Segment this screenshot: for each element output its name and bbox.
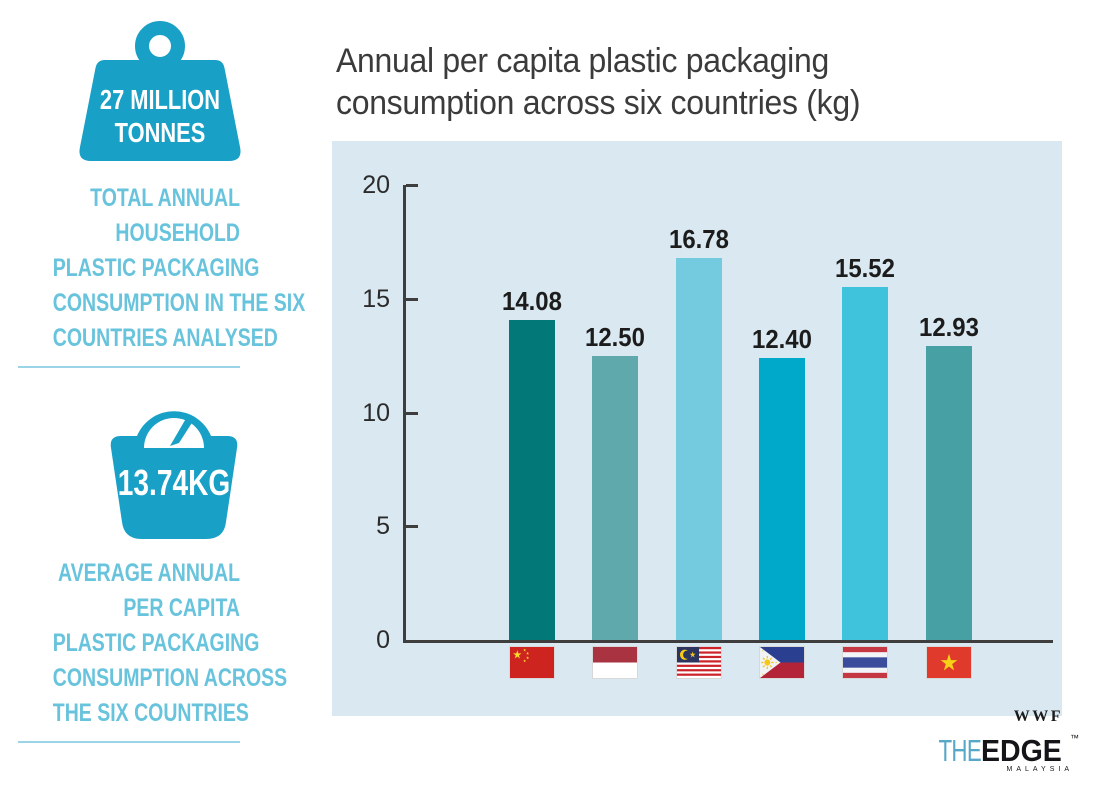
- y-tick-label: 5: [376, 512, 390, 541]
- bar-value-philippines: 12.40: [752, 323, 812, 354]
- flag-malaysia-icon: [675, 646, 722, 679]
- y-tick-label: 0: [376, 626, 390, 654]
- weight-icon: [79, 21, 241, 161]
- bar-value-china: 14.08: [502, 285, 562, 316]
- flag-thailand-icon: [842, 646, 889, 679]
- stat-average-caption: AVERAGE ANNUAL PER CAPITA PLASTIC PACKAG…: [52, 556, 288, 731]
- chart-title-line1: Annual per capita plastic packaging: [336, 42, 829, 80]
- stat-average-value: 13.74KG: [117, 462, 231, 503]
- flag-philippines-icon: [758, 646, 805, 679]
- caption-line: HOUSEHOLD: [115, 219, 240, 247]
- y-tick-label: 20: [362, 171, 390, 199]
- bar-thailand: [842, 286, 889, 640]
- chart-title: Annual per capita plastic packaging cons…: [336, 40, 860, 124]
- caption-line: PLASTIC PACKAGING: [52, 254, 260, 282]
- bar-malaysia: [675, 258, 722, 640]
- sidebar-divider: [18, 366, 240, 368]
- bar-china: [509, 319, 555, 640]
- bar-philippines: [758, 357, 805, 640]
- edge-malaysia-text: MALAYSIA: [1006, 766, 1073, 773]
- x-axis-line: [403, 640, 1053, 643]
- scale-icon: [110, 411, 238, 539]
- stat-total-value-line2: TONNES: [114, 117, 206, 148]
- caption-line: COUNTRIES ANALYSED: [52, 324, 278, 352]
- caption-line: THE SIX COUNTRIES: [52, 699, 249, 727]
- the-edge-logo: THE EDGE ™ MALAYSIA: [922, 733, 1079, 773]
- y-tick-mark: [406, 184, 418, 187]
- bar-indonesia: [592, 355, 639, 640]
- edge-the-text: THE: [938, 733, 982, 768]
- bar-value-thailand: 15.52: [835, 252, 896, 283]
- bar-value-malaysia: 16.78: [668, 224, 729, 255]
- caption-line: CONSUMPTION IN THE SIX: [52, 289, 306, 317]
- y-axis-line: [403, 185, 406, 643]
- wwf-logo: WWF: [1013, 708, 1063, 725]
- y-tick-mark: [406, 525, 418, 529]
- y-tick-mark: [406, 411, 418, 415]
- caption-line: TOTAL ANNUAL: [90, 184, 240, 212]
- flag-vietnam-icon: [925, 646, 972, 679]
- sidebar-divider: [18, 741, 240, 743]
- bar-value-vietnam: 12.93: [918, 311, 979, 342]
- chart-panel: 0 5 10 15 20 14.08 12.50 16.78 12.40 15.52 12…: [332, 141, 1062, 716]
- the-edge-wordmark: THE EDGE ™: [922, 733, 1079, 769]
- edge-edge-text: EDGE: [981, 733, 1062, 768]
- caption-line: CONSUMPTION ACROSS: [52, 664, 288, 692]
- caption-line: PER CAPITA: [123, 594, 240, 622]
- chart-title-line2: consumption across six countries (kg): [336, 84, 861, 122]
- y-tick-label: 15: [362, 284, 390, 313]
- flag-china-icon: [509, 646, 555, 679]
- y-tick-mark: [406, 297, 418, 301]
- stat-total-caption: TOTAL ANNUAL HOUSEHOLD PLASTIC PACKAGING…: [52, 181, 306, 356]
- y-tick-label: 10: [362, 398, 390, 427]
- edge-trademark: ™: [1070, 733, 1079, 743]
- flag-indonesia-icon: [592, 646, 639, 679]
- bar-vietnam: [925, 345, 972, 640]
- caption-line: AVERAGE ANNUAL: [57, 559, 240, 587]
- caption-line: PLASTIC PACKAGING: [52, 629, 260, 657]
- bar-value-indonesia: 12.50: [585, 321, 646, 352]
- stat-total-value-line1: 27 MILLION: [99, 84, 221, 115]
